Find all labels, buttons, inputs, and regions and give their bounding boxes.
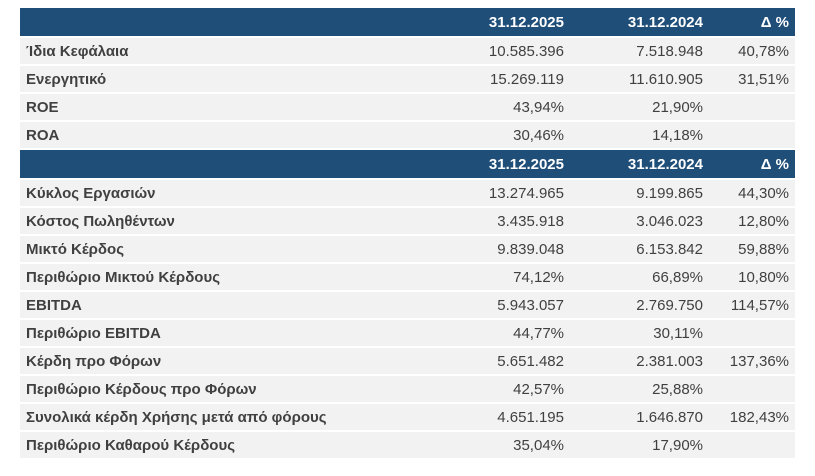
value-delta: 44,30% bbox=[738, 184, 789, 202]
table-row: Περιθώριο Καθαρού Κέρδους 35,04% 17,90% bbox=[20, 432, 795, 458]
table-row: Συνολικά κέρδη Χρήσης μετά από φόρους 4.6… bbox=[20, 404, 795, 430]
table-row: Περιθώριο EBITDA 44,77% 30,11% bbox=[20, 320, 795, 346]
value-2025: 9.839.048 bbox=[497, 240, 564, 258]
value-delta: 137,36% bbox=[729, 352, 789, 370]
row-label: ROA bbox=[26, 126, 60, 144]
value-2024: 21,90% bbox=[652, 98, 703, 116]
value-2024: 66,89% bbox=[652, 268, 703, 286]
value-2024: 14,18% bbox=[652, 126, 703, 144]
value-delta: 10,80% bbox=[738, 268, 789, 286]
value-2025: 5.943.057 bbox=[497, 296, 564, 314]
value-2024: 6.153.842 bbox=[636, 240, 703, 258]
table-row: Ενεργητικό 15.269.119 11.610.905 31,51% bbox=[20, 66, 795, 92]
value-2024: 25,88% bbox=[652, 380, 703, 398]
table-row: Ίδια Κεφάλαια 10.585.396 7.518.948 40,78% bbox=[20, 38, 795, 64]
value-2025: 15.269.119 bbox=[490, 70, 564, 88]
header-2025: 31.12.2025 bbox=[488, 155, 564, 173]
value-2024: 11.610.905 bbox=[629, 70, 703, 88]
row-label: Ενεργητικό bbox=[26, 70, 107, 88]
value-2025: 13.274.965 bbox=[488, 184, 564, 202]
value-2025: 30,46% bbox=[513, 126, 564, 144]
value-2025: 4.651.195 bbox=[497, 408, 564, 426]
value-2025: 3.435.918 bbox=[497, 212, 564, 230]
table-header-balance: 31.12.2025 31.12.2024 Δ % bbox=[20, 8, 795, 36]
row-label: Μικτό Κέρδος bbox=[26, 240, 124, 258]
value-2024: 2.381.003 bbox=[636, 352, 703, 370]
value-2024: 7.518.948 bbox=[636, 42, 703, 60]
value-delta: 114,57% bbox=[730, 296, 789, 314]
table-row: Περιθώριο Κέρδους προ Φόρων 42,57% 25,88% bbox=[20, 376, 795, 402]
row-label: Περιθώριο Κέρδους προ Φόρων bbox=[26, 380, 257, 398]
table-row: Μικτό Κέρδος 9.839.048 6.153.842 59,88% bbox=[20, 236, 795, 262]
table-row: Κόστος Πωληθέντων 3.435.918 3.046.023 12,80… bbox=[20, 208, 795, 234]
table-row: EBITDA 5.943.057 2.769.750 114,57% bbox=[20, 292, 795, 318]
row-label: Περιθώριο EBITDA bbox=[26, 324, 161, 342]
row-label: Ίδια Κεφάλαια bbox=[26, 42, 129, 60]
header-delta: Δ % bbox=[760, 13, 789, 31]
value-2024: 3.046.023 bbox=[636, 212, 703, 230]
row-label: Κέρδη προ Φόρων bbox=[26, 352, 162, 370]
row-label: Περιθώριο Μικτού Κέρδους bbox=[26, 268, 220, 286]
table-row: Κύκλος Εργασιών 13.274.965 9.199.865 44,30% bbox=[20, 180, 795, 206]
financial-table: 31.12.2025 31.12.2024 Δ % Ίδια Κεφάλαια 1… bbox=[20, 8, 795, 460]
value-delta: 182,43% bbox=[729, 408, 789, 426]
value-delta: 31,51% bbox=[738, 70, 789, 88]
value-2024: 1.646.870 bbox=[636, 408, 703, 426]
value-2025: 5.651.482 bbox=[497, 352, 564, 370]
row-label: Συνολικά κέρδη Χρήσης μετά από φόρους bbox=[26, 408, 327, 426]
table-row: ROE 43,94% 21,90% bbox=[20, 94, 795, 120]
row-label: EBITDA bbox=[26, 296, 82, 314]
value-2025: 44,77% bbox=[513, 324, 564, 342]
table-row: ROA 30,46% 14,18% bbox=[20, 122, 795, 148]
header-2024: 31.12.2024 bbox=[627, 155, 703, 173]
header-2025: 31.12.2025 bbox=[488, 13, 564, 31]
value-2024: 30,11% bbox=[653, 324, 703, 342]
table-header-income: 31.12.2025 31.12.2024 Δ % bbox=[20, 150, 795, 178]
value-2024: 9.199.865 bbox=[636, 184, 703, 202]
table-row: Κέρδη προ Φόρων 5.651.482 2.381.003 137,36% bbox=[20, 348, 795, 374]
value-delta: 40,78% bbox=[738, 42, 789, 60]
value-delta: 59,88% bbox=[738, 240, 789, 258]
value-2025: 35,04% bbox=[513, 436, 564, 454]
row-label: Κύκλος Εργασιών bbox=[26, 184, 156, 202]
value-2025: 43,94% bbox=[513, 98, 564, 116]
row-label: ROE bbox=[26, 98, 59, 116]
row-label: Περιθώριο Καθαρού Κέρδους bbox=[26, 436, 236, 454]
value-delta: 12,80% bbox=[738, 212, 789, 230]
row-label: Κόστος Πωληθέντων bbox=[26, 212, 175, 230]
header-2024: 31.12.2024 bbox=[627, 13, 703, 31]
table-row: Περιθώριο Μικτού Κέρδους 74,12% 66,89% 10,8… bbox=[20, 264, 795, 290]
value-2025: 10.585.396 bbox=[488, 42, 564, 60]
value-2024: 17,90% bbox=[652, 436, 703, 454]
value-2024: 2.769.750 bbox=[636, 296, 703, 314]
header-delta: Δ % bbox=[760, 155, 789, 173]
value-2025: 42,57% bbox=[513, 380, 564, 398]
value-2025: 74,12% bbox=[513, 268, 564, 286]
